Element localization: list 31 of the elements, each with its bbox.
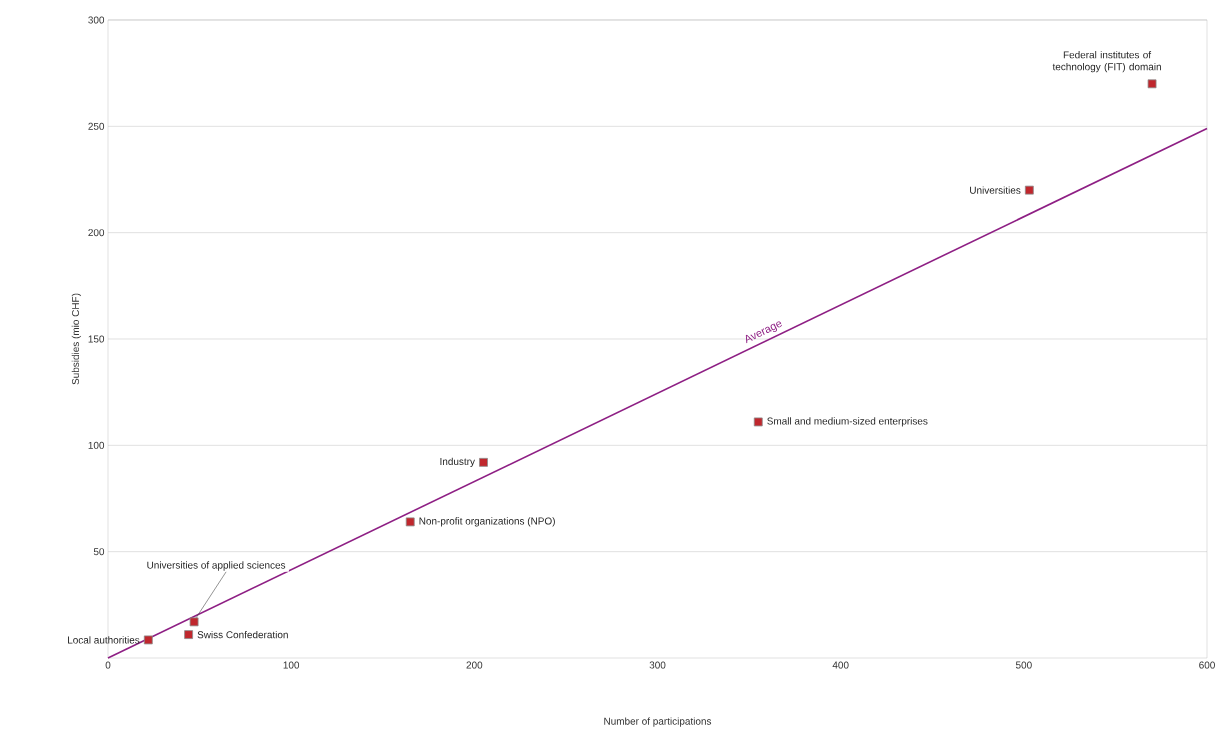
point (753, 417, 763, 427)
x-tick-label: 400 (832, 661, 849, 669)
annotation: Swiss Confederation (197, 630, 288, 639)
annotation: Small and medium-sized enterprises (767, 417, 928, 427)
point (479, 457, 488, 467)
annotation: Universities of applied sciences (147, 561, 286, 571)
point (1024, 185, 1034, 195)
y-tick-label: 150 (88, 335, 105, 343)
y-tick-label: 200 (88, 229, 105, 237)
y-tick-label: 50 (93, 548, 105, 556)
annotation: Non-profit organizations (NPO) (419, 517, 555, 527)
point (1147, 79, 1157, 89)
annotation: Industry (440, 457, 475, 467)
x-tick-label: 300 (649, 661, 666, 669)
x-tick-label: 100 (283, 661, 300, 669)
point (143, 635, 153, 645)
annotation: Federal institutes of technology (FIT) domain (1052, 51, 1161, 73)
annotation: Universities (970, 186, 1021, 194)
x-tick-label: 600 (1199, 661, 1215, 669)
y-axis-title: Subsidies (mio CHF) (71, 293, 82, 385)
annotation: Local authorities (68, 636, 140, 644)
x-tick-label: 200 (466, 661, 483, 669)
x-tick-label: 500 (1015, 661, 1032, 669)
y-tick-label: 100 (88, 441, 105, 449)
y-tick-label: 300 (88, 16, 105, 24)
point (405, 517, 415, 527)
x-axis-title: Number of participations (604, 717, 712, 727)
point (189, 617, 199, 627)
point (184, 630, 193, 640)
y-tick-label: 250 (88, 122, 105, 130)
x-tick-label: 0 (105, 661, 111, 669)
